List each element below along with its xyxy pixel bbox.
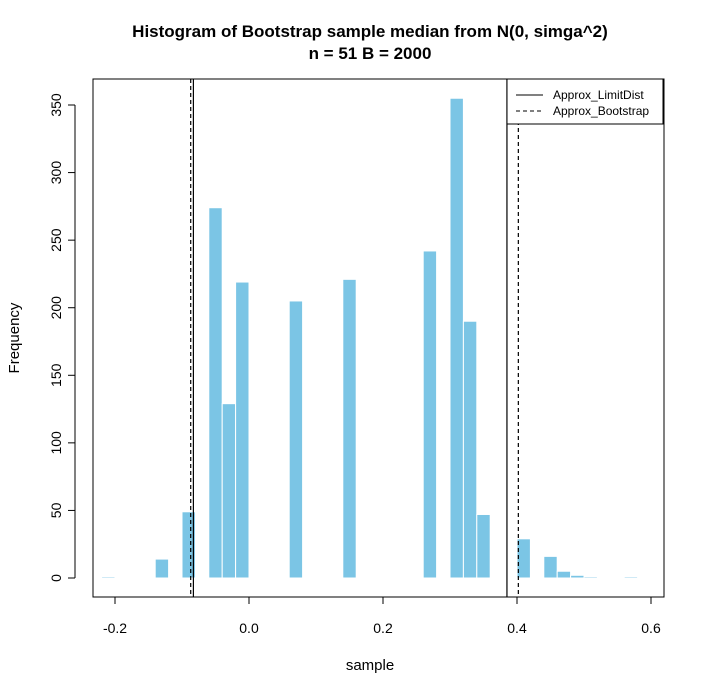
histogram-bar <box>422 250 438 579</box>
histogram-bar <box>623 576 639 579</box>
histogram-bar <box>101 576 116 579</box>
histogram-bar <box>583 576 598 579</box>
legend-label-limitdist: Approx_LimitDist <box>553 88 644 102</box>
reference-lines <box>190 79 519 597</box>
y-tick-label: 50 <box>48 502 64 518</box>
x-axis: -0.2 0.0 0.2 0.4 0.6 <box>103 596 661 636</box>
histogram-bar <box>288 300 304 579</box>
y-tick-label: 150 <box>48 363 64 387</box>
y-tick-label: 250 <box>48 228 64 252</box>
x-tick-label: 0.2 <box>373 620 393 636</box>
chart-title-line-1: Histogram of Bootstrap sample median fro… <box>132 22 608 41</box>
histogram-bar <box>208 207 223 579</box>
y-axis-label: Frequency <box>6 302 23 373</box>
histogram-bar <box>570 574 585 579</box>
histogram-bar <box>516 538 531 579</box>
x-tick-label: -0.2 <box>103 620 127 636</box>
y-tick-label: 0 <box>48 574 64 582</box>
y-tick-label: 300 <box>48 161 64 185</box>
y-tick-label: 200 <box>48 296 64 320</box>
x-axis-label: sample <box>346 657 394 674</box>
histogram-bar <box>342 278 357 579</box>
histogram-bar <box>543 555 558 579</box>
legend: Approx_LimitDist Approx_Bootstrap <box>506 78 664 125</box>
y-tick-label: 350 <box>48 93 64 117</box>
x-tick-label: 0.4 <box>507 620 527 636</box>
plot-box <box>92 78 665 598</box>
histogram-bar <box>556 570 572 579</box>
x-tick-label: 0.0 <box>239 620 259 636</box>
x-tick-label: 0.6 <box>641 620 661 636</box>
histogram-bar <box>462 320 478 579</box>
histogram-bar <box>221 403 237 579</box>
y-tick-label: 100 <box>48 431 64 455</box>
y-axis: 0 50 100 150 200 250 300 350 <box>48 93 76 582</box>
histogram-bar <box>235 281 250 579</box>
legend-label-bootstrap: Approx_Bootstrap <box>553 104 649 118</box>
histogram-bar <box>449 97 464 579</box>
histogram-bar <box>476 513 491 579</box>
histogram-bar <box>154 558 170 579</box>
chart-title-line-2: n = 51 B = 2000 <box>309 44 432 63</box>
histogram-bar <box>181 511 196 579</box>
legend-box <box>506 78 664 125</box>
histogram-bars <box>101 97 639 579</box>
